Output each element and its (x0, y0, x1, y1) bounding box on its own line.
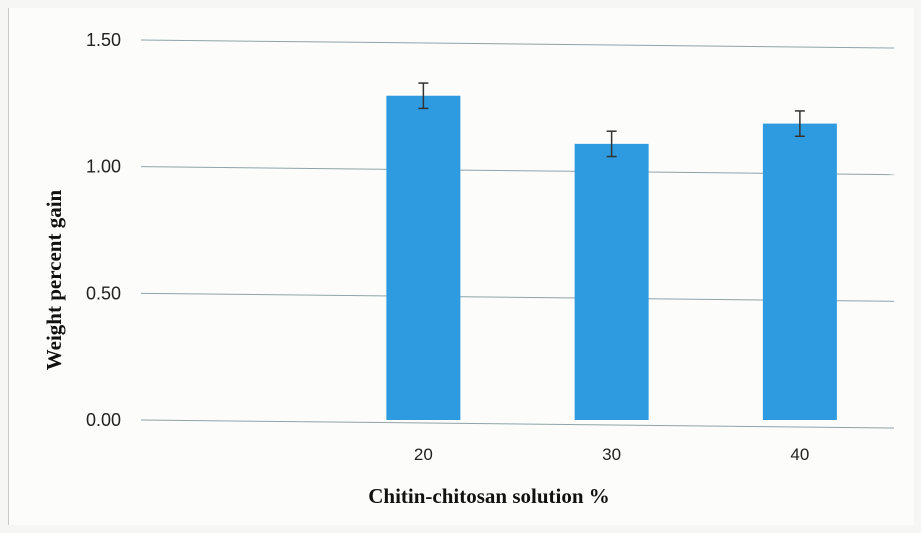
y-tick-label-2: 1.00 (86, 157, 121, 177)
gridline-0 (140, 419, 895, 429)
bars (386, 82, 837, 420)
x-tick-label-40: 40 (790, 445, 809, 464)
error-bar-20 (418, 82, 429, 110)
bar-40 (762, 123, 837, 420)
y-axis-title: Weight percent gain (42, 189, 66, 370)
y-tick-label-0: 0.00 (86, 410, 121, 430)
x-axis-ticks: 20 30 40 (414, 445, 809, 464)
bar-30 (574, 143, 649, 420)
bar-chart: 0.00 0.50 1.00 1.50 20 30 40 Weight percent g… (42, 30, 895, 508)
x-axis-title: Chitin-chitosan solution % (368, 484, 610, 508)
error-bar-40 (794, 110, 805, 138)
y-tick-label-1: 0.50 (86, 283, 121, 303)
x-tick-label-20: 20 (414, 445, 433, 464)
chart-frame: 0.00 0.50 1.00 1.50 20 30 40 Weight percent g… (8, 8, 914, 525)
bar-20 (386, 95, 461, 420)
y-tick-label-3: 1.50 (86, 30, 121, 50)
x-tick-label-30: 30 (602, 445, 621, 464)
y-axis-ticks: 0.00 0.50 1.00 1.50 (86, 30, 121, 430)
error-bar-30 (606, 130, 617, 158)
gridline-3 (140, 39, 895, 49)
